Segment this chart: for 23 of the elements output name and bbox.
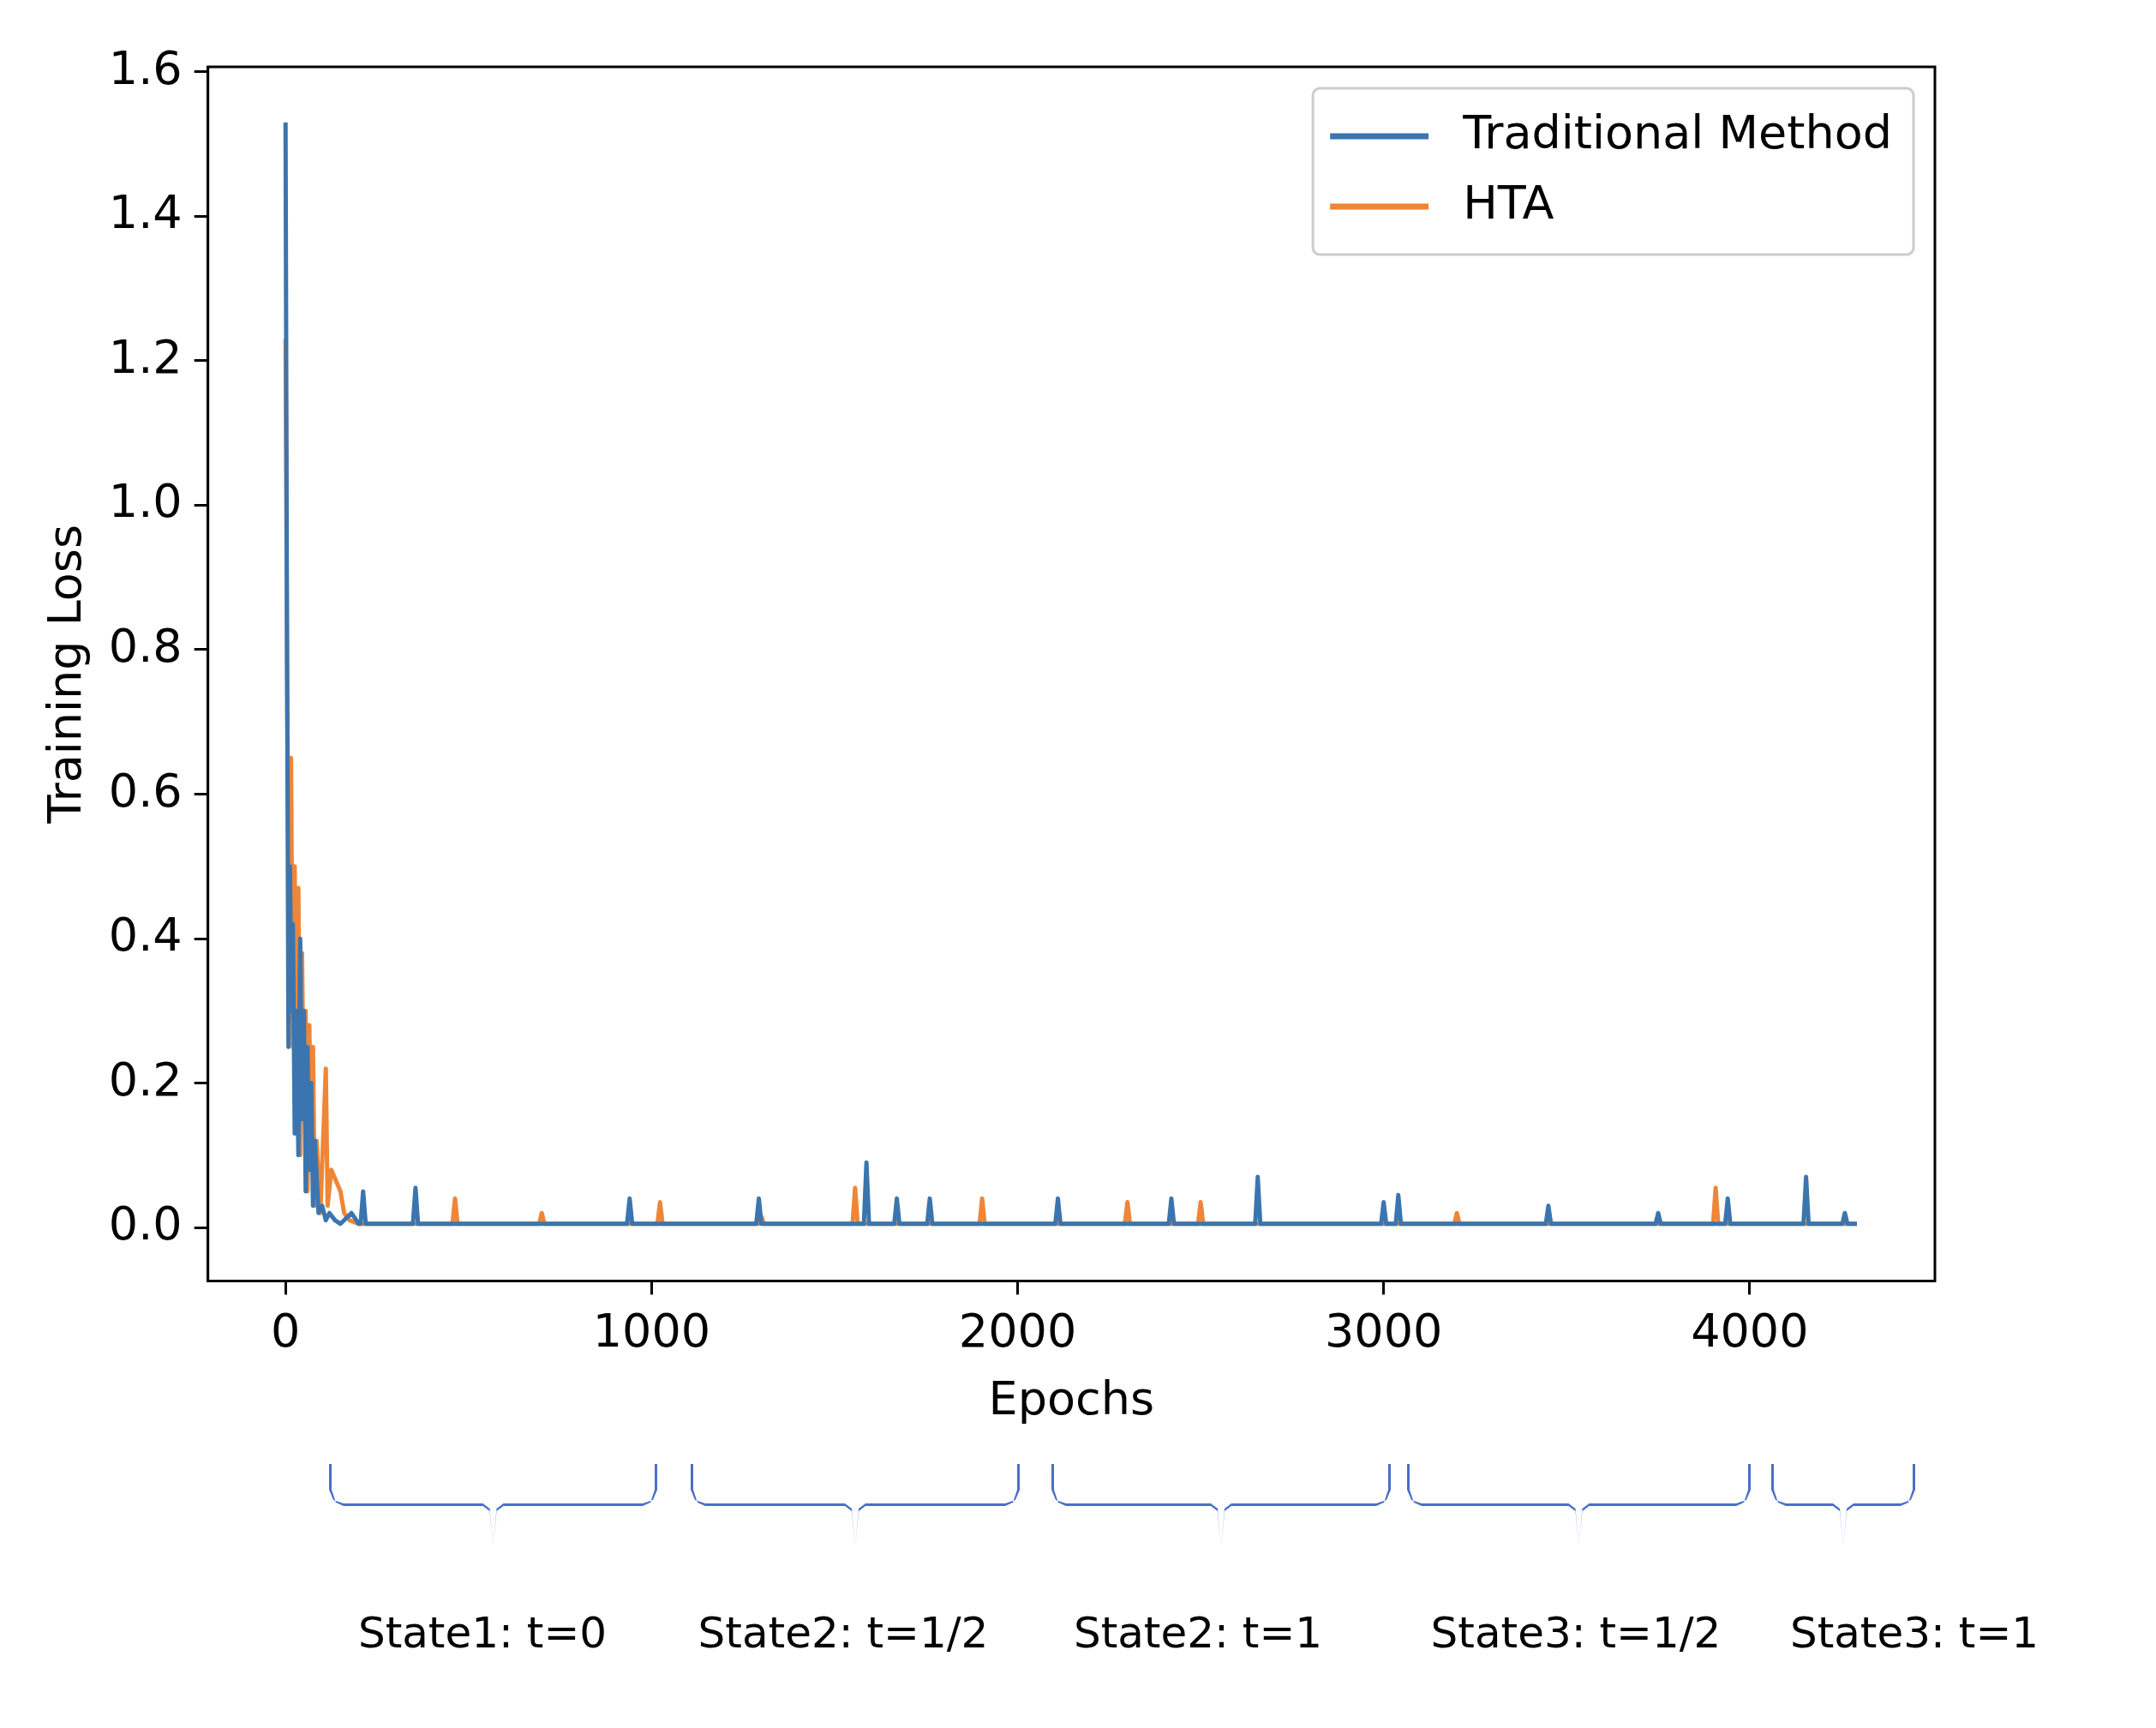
text: State2: t=1 bbox=[1072, 1608, 1324, 1658]
x-tick-label: 1000 bbox=[592, 1303, 711, 1358]
x-tick-label: 3000 bbox=[1324, 1303, 1443, 1358]
x-axis-title: Epochs bbox=[988, 1371, 1155, 1425]
y-tick-label: 1.4 bbox=[108, 185, 183, 240]
text: State3: t=1 bbox=[1788, 1608, 2040, 1658]
text: State2: t=1/2 bbox=[697, 1608, 990, 1658]
x-tick-label: 4000 bbox=[1691, 1303, 1809, 1358]
y-axis-title: Training Loss bbox=[38, 524, 93, 825]
y-tick-label: 0.2 bbox=[108, 1052, 183, 1107]
y-tick-label: 0.6 bbox=[108, 763, 183, 818]
legend-label: HTA bbox=[1463, 176, 1554, 231]
x-tick-label: 2000 bbox=[958, 1303, 1077, 1358]
text: State1: t=0 bbox=[356, 1608, 608, 1658]
y-tick-label: 0.4 bbox=[108, 908, 183, 963]
text: State3: t=1/2 bbox=[1429, 1608, 1722, 1658]
legend-label: Traditional Method bbox=[1462, 105, 1893, 160]
y-tick-label: 1.2 bbox=[108, 329, 183, 384]
y-tick-label: 0.8 bbox=[108, 619, 183, 673]
x-tick-label: 0 bbox=[271, 1303, 301, 1358]
y-tick-label: 1.6 bbox=[108, 40, 183, 95]
y-tick-label: 0.0 bbox=[108, 1197, 183, 1251]
y-tick-label: 1.0 bbox=[108, 474, 183, 529]
